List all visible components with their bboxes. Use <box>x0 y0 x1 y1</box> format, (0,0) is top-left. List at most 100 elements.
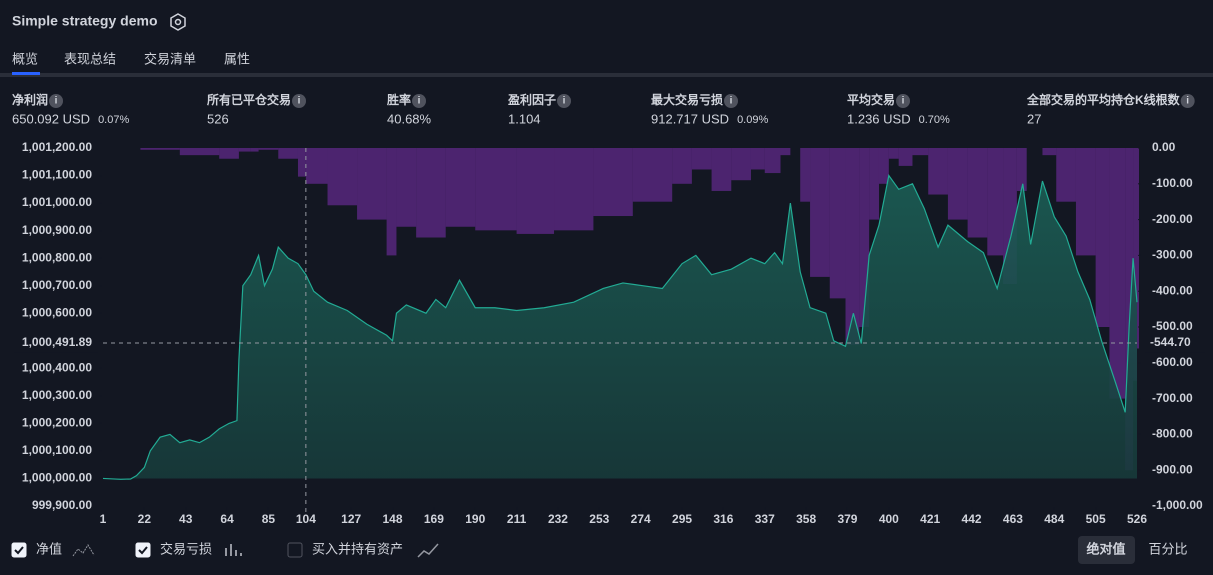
x-tick-label: 85 <box>262 512 276 526</box>
active-tab-underline <box>12 72 40 75</box>
toggle-button[interactable]: 百分比 <box>1148 541 1187 556</box>
tab[interactable]: 概览 <box>12 51 38 66</box>
drawdown-bar <box>829 148 846 299</box>
drawdown-bar <box>1016 148 1027 191</box>
metric-value: 27 <box>1027 111 1041 126</box>
x-tick-label: 1 <box>100 512 107 526</box>
x-tick-label: 43 <box>179 512 193 526</box>
drawdown-bar <box>691 148 712 170</box>
y2-tick-label: 0.00 <box>1152 140 1176 154</box>
button-active-bg[interactable] <box>1078 536 1135 564</box>
drawdown-bar <box>250 148 259 152</box>
checkbox[interactable] <box>11 542 27 558</box>
drawdown-bar <box>632 148 673 202</box>
drawdown-bar <box>445 148 476 227</box>
x-tick-label: 421 <box>920 512 940 526</box>
drawdown-bar <box>888 148 899 159</box>
metric-label: 盈利因子 <box>507 92 556 107</box>
y2-tick-label: -1,000.00 <box>1152 498 1203 512</box>
legend-label: 净值 <box>36 541 62 556</box>
equity-area <box>103 175 1137 480</box>
x-tick-label: 127 <box>341 512 361 526</box>
settings-icon[interactable] <box>170 13 186 31</box>
y2-tick-label: -700.00 <box>1152 391 1193 405</box>
metric-label: 净利润 <box>12 92 48 107</box>
drawdown-bar <box>1075 148 1096 256</box>
drawdown-bar <box>1056 148 1076 202</box>
drawdown-bar <box>859 148 870 327</box>
metric-value: 1.104 <box>508 111 541 126</box>
drawdown-bar <box>731 148 751 181</box>
info-icon[interactable] <box>724 94 739 108</box>
y2-tick-label: -800.00 <box>1152 427 1193 441</box>
drawdown-bar <box>845 148 860 345</box>
metric-pct: 0.09% <box>737 114 768 126</box>
drawdown-bar <box>800 148 811 202</box>
metric-pct: 0.07% <box>98 114 129 126</box>
tab[interactable]: 表现总结 <box>64 51 116 66</box>
x-tick-label: 22 <box>138 512 152 526</box>
drawdown-bar <box>1125 148 1134 471</box>
drawdown-bar <box>593 148 633 217</box>
y-tick-label: 1,000,600.00 <box>22 305 92 319</box>
y2-tick-label: -300.00 <box>1152 248 1193 262</box>
drawdown-bar <box>764 148 781 174</box>
tab[interactable]: 交易清单 <box>144 51 196 66</box>
legend-label: 买入并持有资产 <box>312 541 403 556</box>
x-tick-label: 442 <box>962 512 982 526</box>
settings-icon-dot <box>174 18 182 26</box>
strategy-title: Simple strategy demo <box>12 13 158 29</box>
checkbox[interactable] <box>287 542 303 558</box>
x-tick-label: 148 <box>383 512 403 526</box>
metric-value: 912.717 USD <box>651 111 729 126</box>
info-icon-i: i <box>902 96 905 107</box>
x-tick-label: 505 <box>1086 512 1106 526</box>
metric-label: 所有已平仓交易 <box>207 92 291 107</box>
drawdown-bar <box>750 148 765 170</box>
metric-label: 胜率 <box>387 92 411 107</box>
metric-label: 平均交易 <box>847 92 895 107</box>
y-tick-label: 1,000,900.00 <box>22 223 92 237</box>
info-icon[interactable] <box>292 94 307 108</box>
metric-label: 全部交易的平均持仓K线根数 <box>1026 92 1181 107</box>
x-tick-label: 316 <box>713 512 733 526</box>
metric-pct: 0.70% <box>919 114 950 126</box>
y-tick-label: 1,000,200.00 <box>22 416 92 430</box>
info-icon[interactable] <box>49 94 64 108</box>
drawdown-bar <box>140 148 180 150</box>
y2-tick-label: -400.00 <box>1152 283 1193 297</box>
info-icon[interactable] <box>896 94 911 108</box>
y-tick-label: 999,900.00 <box>32 498 92 512</box>
drawdown-bar <box>1133 148 1137 381</box>
drawdown-bar <box>278 148 298 159</box>
x-tick-label: 253 <box>589 512 609 526</box>
drawdown-bar <box>475 148 517 231</box>
y-tick-label: 1,000,300.00 <box>22 388 92 402</box>
info-icon-i: i <box>298 96 301 107</box>
x-tick-label: 337 <box>755 512 775 526</box>
y2-tick-label: -100.00 <box>1152 176 1193 190</box>
info-icon[interactable] <box>557 94 572 108</box>
drawdown-bar <box>672 148 692 184</box>
toggle-button[interactable]: 绝对值 <box>1086 541 1125 556</box>
metric-label: 最大交易亏损 <box>651 92 723 107</box>
y-tick-label: 1,000,700.00 <box>22 278 92 292</box>
drawdown-bar <box>516 148 555 234</box>
y2-tick-label: -500.00 <box>1152 319 1193 333</box>
drawdown-bar <box>1042 148 1057 156</box>
drawdown-bar <box>947 148 968 220</box>
checkbox[interactable] <box>135 542 151 558</box>
info-icon[interactable] <box>1180 94 1195 108</box>
drawdown-bar <box>305 148 328 184</box>
y-tick-label: 1,000,100.00 <box>22 443 92 457</box>
info-icon[interactable] <box>412 94 427 108</box>
tab[interactable]: 属性 <box>224 51 250 66</box>
y2-tick-label: -900.00 <box>1152 462 1193 476</box>
legend-icon <box>72 544 95 557</box>
metric-value: 40.68% <box>387 111 432 126</box>
drawdown-bar <box>869 148 879 220</box>
x-tick-label: 190 <box>465 512 485 526</box>
drawdown-bar <box>780 148 791 156</box>
legend-icon <box>417 543 439 558</box>
